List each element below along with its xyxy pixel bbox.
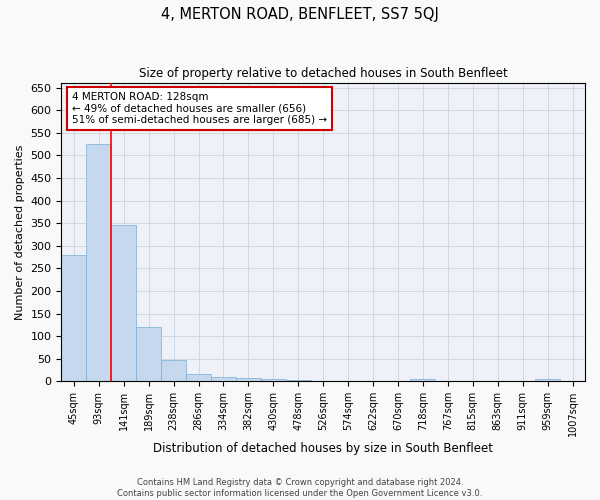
Bar (286, 380, 311, 382)
X-axis label: Distribution of detached houses by size in South Benfleet: Distribution of detached houses by size … (153, 442, 493, 455)
Bar (211, 377, 236, 382)
Text: 4, MERTON ROAD, BENFLEET, SS7 5QJ: 4, MERTON ROAD, BENFLEET, SS7 5QJ (161, 8, 439, 22)
Bar (61, 255, 86, 382)
Bar (535, 379, 560, 382)
Bar (261, 379, 286, 382)
Bar (186, 374, 211, 382)
Bar (86, 144, 111, 382)
Text: Contains HM Land Registry data © Crown copyright and database right 2024.
Contai: Contains HM Land Registry data © Crown c… (118, 478, 482, 498)
Bar (136, 327, 161, 382)
Bar (111, 226, 136, 382)
Text: 4 MERTON ROAD: 128sqm
← 49% of detached houses are smaller (656)
51% of semi-det: 4 MERTON ROAD: 128sqm ← 49% of detached … (72, 92, 327, 125)
Bar (410, 379, 436, 382)
Y-axis label: Number of detached properties: Number of detached properties (15, 144, 25, 320)
Bar (161, 360, 186, 382)
Title: Size of property relative to detached houses in South Benfleet: Size of property relative to detached ho… (139, 68, 508, 80)
Bar (236, 378, 261, 382)
